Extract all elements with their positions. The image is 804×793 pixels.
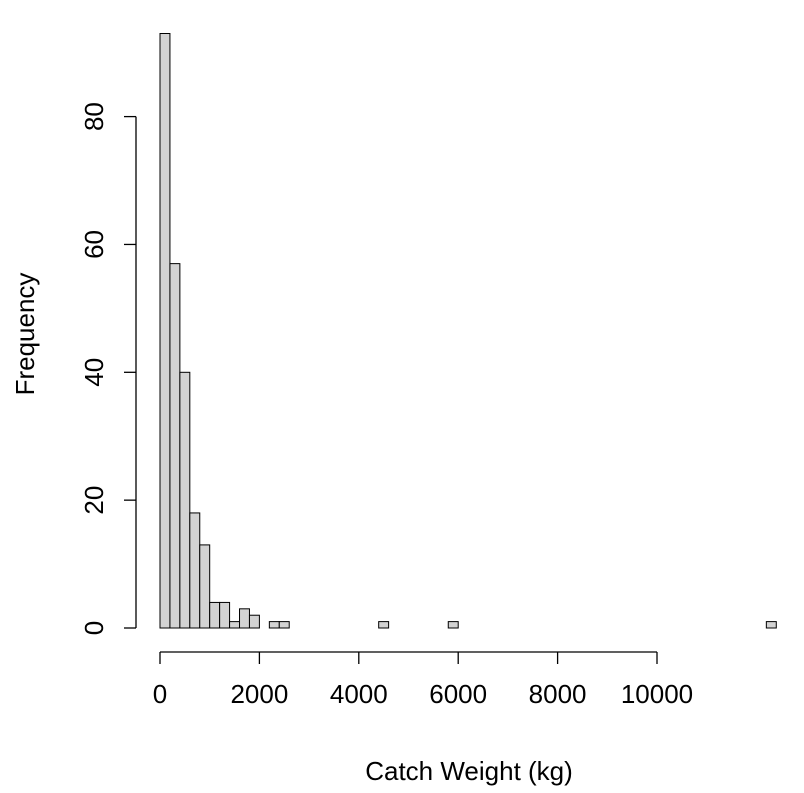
histogram-bar bbox=[278, 621, 290, 629]
x-axis: 0 2000 4000 6000 8000 10000 bbox=[153, 651, 693, 709]
y-tick-label: 20 bbox=[79, 486, 109, 515]
histogram-bar bbox=[189, 512, 201, 629]
y-tick-label: 60 bbox=[79, 230, 109, 259]
histogram-bars bbox=[159, 33, 777, 629]
y-axis: 0 20 40 60 80 bbox=[79, 102, 137, 635]
histogram-bar bbox=[179, 371, 191, 629]
histogram-bar bbox=[209, 601, 221, 629]
y-tick-label: 0 bbox=[79, 621, 109, 635]
histogram-bar bbox=[199, 544, 211, 629]
histogram-bar bbox=[169, 263, 181, 629]
x-tick-label: 0 bbox=[153, 679, 167, 709]
x-tick-label: 8000 bbox=[529, 679, 587, 709]
histogram-bar bbox=[239, 608, 250, 629]
histogram-bar bbox=[248, 614, 260, 629]
histogram-bar bbox=[268, 621, 280, 629]
histogram-bar bbox=[378, 621, 390, 629]
x-tick-label: 10000 bbox=[621, 679, 693, 709]
histogram-bar bbox=[229, 621, 241, 629]
x-axis-label: Catch Weight (kg) bbox=[365, 756, 573, 786]
histogram-bar bbox=[159, 33, 171, 629]
x-tick-label: 6000 bbox=[429, 679, 487, 709]
x-tick-label: 2000 bbox=[230, 679, 288, 709]
y-axis-label: Frequency bbox=[10, 273, 40, 396]
x-tick-label: 4000 bbox=[330, 679, 388, 709]
y-tick-label: 80 bbox=[79, 102, 109, 131]
histogram-bar bbox=[765, 621, 777, 629]
histogram-bar bbox=[219, 601, 231, 629]
histogram-bar bbox=[447, 621, 459, 629]
y-tick-label: 40 bbox=[79, 358, 109, 387]
